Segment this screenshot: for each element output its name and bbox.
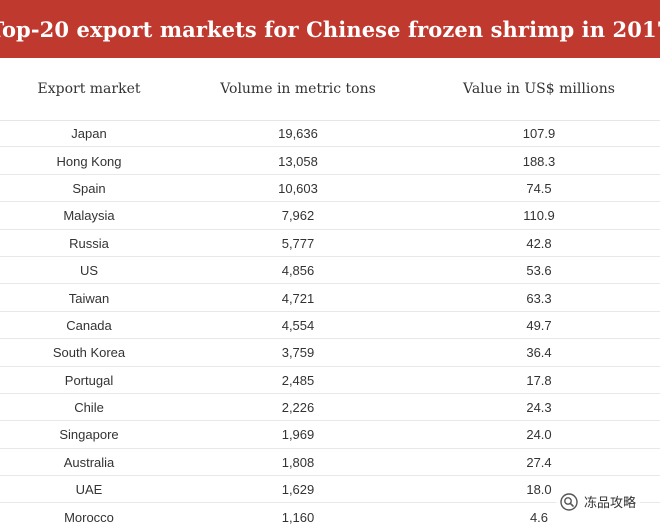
cell-export-market: Hong Kong (56, 153, 122, 169)
cell-value: 188.3 (522, 153, 556, 169)
table-row: Canada 4,554 49.7 (0, 312, 660, 340)
cell-volume: 5,777 (281, 235, 315, 251)
cell-value: 53.6 (526, 263, 552, 279)
cell-value: 27.4 (526, 454, 552, 470)
cell-value: 42.8 (526, 235, 552, 251)
cell-volume: 4,554 (281, 317, 315, 333)
cell-value: 107.9 (522, 126, 556, 142)
table-header: Export market Volume in metric tons Valu… (0, 58, 660, 121)
table-row: Hong Kong 13,058 188.3 (0, 147, 660, 175)
header-export-market: Export market (37, 81, 141, 97)
page-title: Top-20 export markets for Chinese frozen… (0, 16, 660, 42)
cell-volume: 1,808 (281, 454, 315, 470)
cell-export-market: Australia (63, 454, 115, 470)
cell-volume: 13,058 (278, 153, 318, 169)
cell-export-market: Russia (69, 235, 109, 251)
table-row: Australia 1,808 27.4 (0, 449, 660, 477)
table-row: Portugal 2,485 17.8 (0, 367, 660, 394)
table-row: Morocco 1,160 4.6 (0, 503, 660, 529)
cell-volume: 3,759 (281, 345, 315, 361)
cell-value: 110.9 (523, 208, 555, 224)
cell-value: 49.7 (526, 317, 552, 333)
cell-export-market: UAE (75, 482, 103, 498)
cell-export-market: Morocco (64, 509, 114, 525)
watermark: 冻品攻略 (555, 490, 640, 513)
cell-volume: 2,226 (281, 400, 315, 416)
cell-value: 24.0 (526, 427, 552, 443)
cell-volume: 1,969 (281, 427, 315, 443)
table-body: Japan 19,636 107.9 Hong Kong 13,058 188.3 Spai… (0, 120, 660, 529)
table-row: US 4,856 53.6 (0, 257, 660, 285)
cell-export-market: Spain (72, 180, 106, 196)
watermark-text: 冻品攻略 (583, 496, 636, 511)
cell-value: 63.3 (526, 290, 552, 306)
cell-export-market: Japan (71, 126, 107, 142)
cell-export-market: Taiwan (68, 290, 110, 306)
cell-export-market: Canada (66, 317, 112, 333)
cell-export-market: Singapore (59, 427, 119, 443)
cell-value: 4.6 (529, 509, 549, 525)
header-volume: Volume in metric tons (220, 81, 376, 97)
header-value: Value in US$ millions (463, 81, 615, 97)
cell-volume: 4,856 (281, 263, 315, 279)
cell-value: 17.8 (526, 372, 552, 388)
table-row: South Korea 3,759 36.4 (0, 339, 660, 367)
cell-volume: 19,636 (278, 126, 318, 142)
table-row: Taiwan 4,721 63.3 (0, 284, 660, 312)
cell-export-market: Portugal (64, 372, 114, 388)
cell-export-market: US (79, 263, 99, 279)
cell-export-market: South Korea (52, 345, 126, 361)
title-bar: Top-20 export markets for Chinese frozen… (0, 0, 660, 58)
table-row: Spain 10,603 74.5 (0, 175, 660, 203)
table-row: Malaysia 7,962 110.9 (0, 202, 660, 230)
cell-volume: 4,721 (281, 290, 315, 306)
cell-volume: 1,160 (281, 509, 315, 525)
wechat-search-icon (560, 492, 578, 511)
cell-value: 18.0 (526, 482, 552, 498)
table-row: Japan 19,636 107.9 (0, 120, 660, 148)
table-row: Singapore 1,969 24.0 (0, 421, 660, 449)
cell-volume: 7,962 (281, 208, 315, 224)
table-row: UAE 1,629 18.0 (0, 476, 660, 504)
table-row: Russia 5,777 42.8 (0, 230, 660, 257)
cell-export-market: Chile (74, 400, 104, 416)
cell-export-market: Malaysia (63, 208, 115, 224)
cell-value: 36.4 (526, 345, 552, 361)
cell-value: 24.3 (526, 400, 552, 416)
cell-volume: 2,485 (281, 372, 315, 388)
table-row: Chile 2,226 24.3 (0, 394, 660, 422)
cell-value: 74.5 (526, 180, 552, 196)
cell-volume: 1,629 (281, 482, 315, 498)
cell-volume: 10,603 (278, 180, 318, 196)
